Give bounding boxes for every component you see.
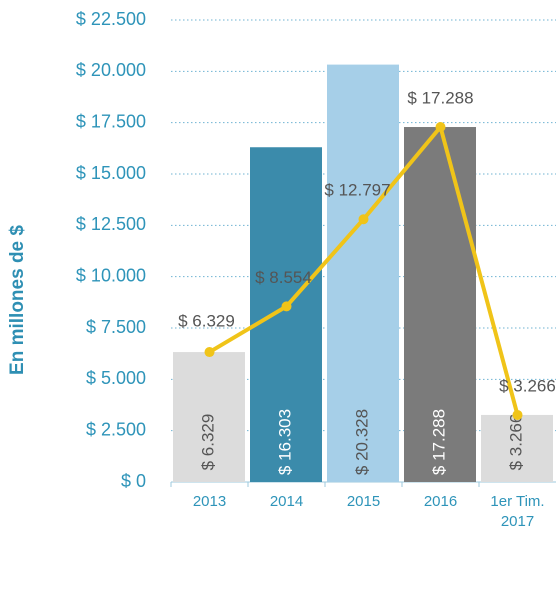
x-tick-label-box: 2016 bbox=[423, 493, 458, 510]
line-value-label: $ 3.266 bbox=[499, 376, 556, 395]
x-tick-label-box: 2014 bbox=[269, 493, 304, 510]
y-tick-label: $ 0 bbox=[121, 471, 146, 491]
x-tick-label-box: 2015 bbox=[346, 493, 381, 510]
bar bbox=[327, 64, 399, 483]
bar bbox=[404, 127, 476, 483]
line-value-label: $ 8.554 bbox=[255, 268, 312, 287]
y-tick-label: $ 15.000 bbox=[76, 163, 146, 183]
line-point bbox=[512, 409, 523, 420]
bar-value-label: $ 6.329 bbox=[198, 414, 217, 471]
line-point bbox=[435, 122, 446, 133]
y-tick-label: $ 22.500 bbox=[76, 9, 146, 29]
line-value-label: $ 17.288 bbox=[407, 89, 473, 108]
y-tick-label: $ 2.500 bbox=[86, 419, 146, 439]
bar-value-label: $ 20.328 bbox=[352, 409, 371, 475]
line-point bbox=[281, 301, 292, 312]
y-axis-title: En millones de $ bbox=[7, 225, 28, 375]
bar bbox=[173, 352, 245, 482]
line-point bbox=[358, 214, 369, 225]
x-tick-label: 2016 bbox=[423, 493, 458, 510]
y-tick-label: $ 10.000 bbox=[76, 265, 146, 285]
bar-value-label: $ 17.288 bbox=[429, 409, 448, 475]
y-tick-label: $ 5.000 bbox=[86, 368, 146, 388]
x-tick-label: 2013 bbox=[192, 493, 227, 510]
line-point bbox=[204, 347, 215, 358]
x-tick-label-box: 1er Tim. 2017 bbox=[490, 493, 545, 530]
bar bbox=[481, 414, 553, 482]
bar bbox=[250, 147, 322, 483]
x-tick-label: 2014 bbox=[269, 493, 304, 510]
line-value-label: $ 12.797 bbox=[324, 181, 390, 200]
line-value-label: $ 6.329 bbox=[178, 312, 235, 331]
y-tick-label: $ 17.500 bbox=[76, 111, 146, 131]
bar-value-label: $ 3.266 bbox=[506, 414, 525, 471]
y-tick-label: $ 12.500 bbox=[76, 214, 146, 234]
x-tick-label-box: 2013 bbox=[192, 493, 227, 510]
bar-value-label: $ 16.303 bbox=[275, 409, 294, 475]
y-tick-label: $ 20.000 bbox=[76, 60, 146, 80]
x-tick-label: 2015 bbox=[346, 493, 381, 510]
y-tick-label: $ 7.500 bbox=[86, 317, 146, 337]
x-tick-label: 1er Tim. 2017 bbox=[490, 493, 545, 530]
